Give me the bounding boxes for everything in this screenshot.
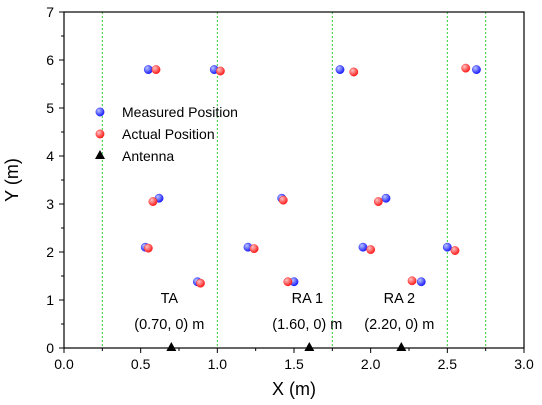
antenna-annotations: TA (0.70, 0) m RA 1 (1.60, 0) m RA 2 (2.20, 0… (134, 291, 434, 333)
legend-label-2: Antenna (122, 148, 174, 164)
legend: Measured Position Actual Position Antenna (95, 104, 238, 164)
y-tick-label-1: 1 (46, 292, 54, 308)
y-tick-label-7: 7 (46, 4, 54, 20)
measured-point-10 (442, 242, 452, 252)
y-tick-label-2: 2 (46, 244, 54, 260)
actual-point-1 (215, 66, 225, 76)
antenna-label-0: TA (161, 291, 179, 307)
data-points (140, 63, 481, 351)
antenna-coord-0: (0.70, 0) m (134, 317, 204, 333)
actual-point-7 (143, 243, 153, 253)
legend-marker-1 (95, 129, 105, 139)
x-tick-label-1: 0.5 (131, 356, 151, 372)
actual-point-4 (148, 197, 158, 207)
actual-point-0 (151, 65, 161, 75)
antenna-marker-2 (396, 342, 407, 351)
actual-point-3 (461, 63, 471, 73)
measured-point-6 (381, 193, 391, 203)
legend-label-0: Measured Position (122, 104, 238, 120)
actual-point-8 (249, 244, 259, 254)
x-tick-label-4: 2.0 (361, 356, 381, 372)
y-tick-label-3: 3 (46, 196, 54, 212)
actual-point-6 (373, 197, 383, 207)
y-tick-label-6: 6 (46, 52, 54, 68)
x-tick-label-5: 2.5 (438, 356, 458, 372)
actual-point-12 (283, 277, 293, 287)
axis-ticks: 0.0 0.5 1.0 1.5 2.0 2.5 3.0 0 1 2 3 4 5 6 7 (46, 4, 534, 372)
x-tick-label-2: 1.0 (208, 356, 228, 372)
y-tick-label-5: 5 (46, 100, 54, 116)
y-axis-title: Y (m) (2, 158, 22, 202)
actual-point-5 (278, 195, 288, 205)
y-tick-label-0: 0 (46, 340, 54, 356)
x-tick-label-3: 1.5 (284, 356, 304, 372)
x-tick-label-6: 3.0 (514, 356, 534, 372)
actual-point-10 (450, 246, 460, 255)
antenna-marker-1 (304, 342, 315, 351)
x-axis-title: X (m) (272, 379, 316, 399)
measured-point-3 (472, 65, 481, 75)
antenna-label-2: RA 2 (384, 291, 415, 307)
measured-point-2 (335, 65, 345, 75)
actual-point-13 (407, 276, 417, 286)
legend-label-1: Actual Position (122, 126, 215, 142)
actual-point-11 (196, 278, 205, 288)
y-tick-label-4: 4 (46, 148, 54, 164)
actual-point-9 (366, 245, 376, 255)
measured-point-9 (358, 242, 368, 252)
antenna-label-1: RA 1 (292, 291, 323, 307)
measured-point-0 (143, 65, 153, 75)
measured-point-13 (416, 277, 426, 287)
x-tick-label-0: 0.0 (54, 356, 74, 372)
antenna-coord-1: (1.60, 0) m (272, 317, 342, 333)
actual-point-2 (349, 67, 359, 77)
antenna-coord-2: (2.20, 0) m (364, 317, 434, 333)
legend-marker-0 (95, 107, 105, 117)
legend-marker-antenna (95, 150, 105, 159)
antenna-marker-0 (166, 342, 177, 351)
